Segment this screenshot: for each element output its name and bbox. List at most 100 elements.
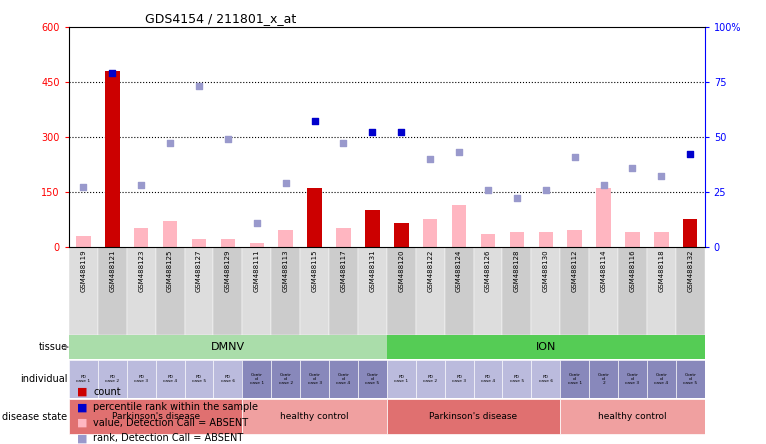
Bar <box>387 247 416 335</box>
Text: GDS4154 / 211801_x_at: GDS4154 / 211801_x_at <box>146 12 296 25</box>
Point <box>309 118 321 125</box>
Text: GSM488116: GSM488116 <box>630 250 636 292</box>
Text: PD
case 3: PD case 3 <box>134 375 149 383</box>
Bar <box>618 247 647 335</box>
Point <box>539 186 552 193</box>
Text: GSM488126: GSM488126 <box>485 250 491 292</box>
Bar <box>560 360 589 398</box>
Bar <box>654 232 669 247</box>
Text: tissue: tissue <box>38 342 67 352</box>
Bar <box>444 360 473 398</box>
Bar <box>568 230 582 247</box>
Bar <box>214 360 242 398</box>
Point <box>424 155 437 162</box>
Point <box>135 182 147 189</box>
Text: GSM488122: GSM488122 <box>427 250 434 292</box>
Text: ION: ION <box>535 342 556 352</box>
Text: GSM488132: GSM488132 <box>687 250 693 292</box>
Bar <box>387 399 560 434</box>
Bar <box>589 247 618 335</box>
Bar <box>394 223 408 247</box>
Point <box>164 140 176 147</box>
Text: GSM488118: GSM488118 <box>658 250 664 292</box>
Point <box>511 195 523 202</box>
Bar <box>69 247 98 335</box>
Text: PD
case 6: PD case 6 <box>538 375 553 383</box>
Text: Contr
ol
case 4: Contr ol case 4 <box>654 373 669 385</box>
Bar <box>155 247 185 335</box>
Text: GSM488131: GSM488131 <box>369 250 375 292</box>
Text: ■: ■ <box>77 402 87 412</box>
Point <box>482 186 494 193</box>
Point <box>655 173 667 180</box>
Text: PD
case 6: PD case 6 <box>221 375 235 383</box>
Bar <box>358 360 387 398</box>
Bar <box>502 360 532 398</box>
Point <box>77 184 90 191</box>
Text: rank, Detection Call = ABSENT: rank, Detection Call = ABSENT <box>93 433 244 443</box>
Bar <box>192 239 206 247</box>
Bar <box>163 221 177 247</box>
Bar <box>416 247 444 335</box>
Text: GSM488125: GSM488125 <box>167 250 173 292</box>
Text: Contr
ol
case 2: Contr ol case 2 <box>279 373 293 385</box>
Bar <box>134 228 149 247</box>
Bar <box>185 247 214 335</box>
Bar <box>473 360 502 398</box>
Text: ■: ■ <box>77 418 87 428</box>
Text: individual: individual <box>20 374 67 384</box>
Text: GSM488128: GSM488128 <box>514 250 520 292</box>
Point <box>280 179 292 186</box>
Text: GSM488124: GSM488124 <box>456 250 462 292</box>
Text: ■: ■ <box>77 387 87 396</box>
Bar <box>387 335 705 359</box>
Bar <box>126 247 155 335</box>
Text: GSM488112: GSM488112 <box>571 250 578 292</box>
Bar <box>105 71 119 247</box>
Text: count: count <box>93 387 121 396</box>
Text: GSM488119: GSM488119 <box>80 250 87 292</box>
Bar <box>625 232 640 247</box>
Bar <box>452 205 466 247</box>
Point <box>337 140 349 147</box>
Text: Contr
ol
case 1: Contr ol case 1 <box>250 373 264 385</box>
Bar <box>538 232 553 247</box>
Bar <box>358 247 387 335</box>
Text: PD
case 5: PD case 5 <box>509 375 524 383</box>
Text: PD
case 2: PD case 2 <box>105 375 119 383</box>
Point <box>568 153 581 160</box>
Bar <box>481 234 495 247</box>
Text: DMNV: DMNV <box>211 342 245 352</box>
Bar <box>532 360 560 398</box>
Text: GSM488114: GSM488114 <box>601 250 607 292</box>
Bar <box>618 360 647 398</box>
Text: GSM488123: GSM488123 <box>138 250 144 292</box>
Text: Contr
ol
case 3: Contr ol case 3 <box>307 373 322 385</box>
Bar <box>69 399 242 434</box>
Bar <box>336 228 351 247</box>
Text: Contr
ol
case 5: Contr ol case 5 <box>365 373 379 385</box>
Text: PD
case 1: PD case 1 <box>77 375 90 383</box>
Bar <box>98 360 126 398</box>
Bar <box>387 360 416 398</box>
Bar <box>423 219 437 247</box>
Bar <box>502 247 532 335</box>
Point <box>627 164 639 171</box>
Bar <box>307 188 322 247</box>
Bar <box>250 243 264 247</box>
Bar <box>242 399 387 434</box>
Text: disease state: disease state <box>2 412 67 422</box>
Bar <box>473 247 502 335</box>
Bar <box>69 335 387 359</box>
Bar <box>329 247 358 335</box>
Text: GSM488120: GSM488120 <box>398 250 404 292</box>
Bar <box>155 360 185 398</box>
Bar <box>509 232 524 247</box>
Bar <box>560 399 705 434</box>
Point <box>395 129 408 136</box>
Text: GSM488115: GSM488115 <box>312 250 318 292</box>
Bar <box>221 239 235 247</box>
Bar <box>98 247 126 335</box>
Bar <box>300 247 329 335</box>
Text: healthy control: healthy control <box>280 412 349 421</box>
